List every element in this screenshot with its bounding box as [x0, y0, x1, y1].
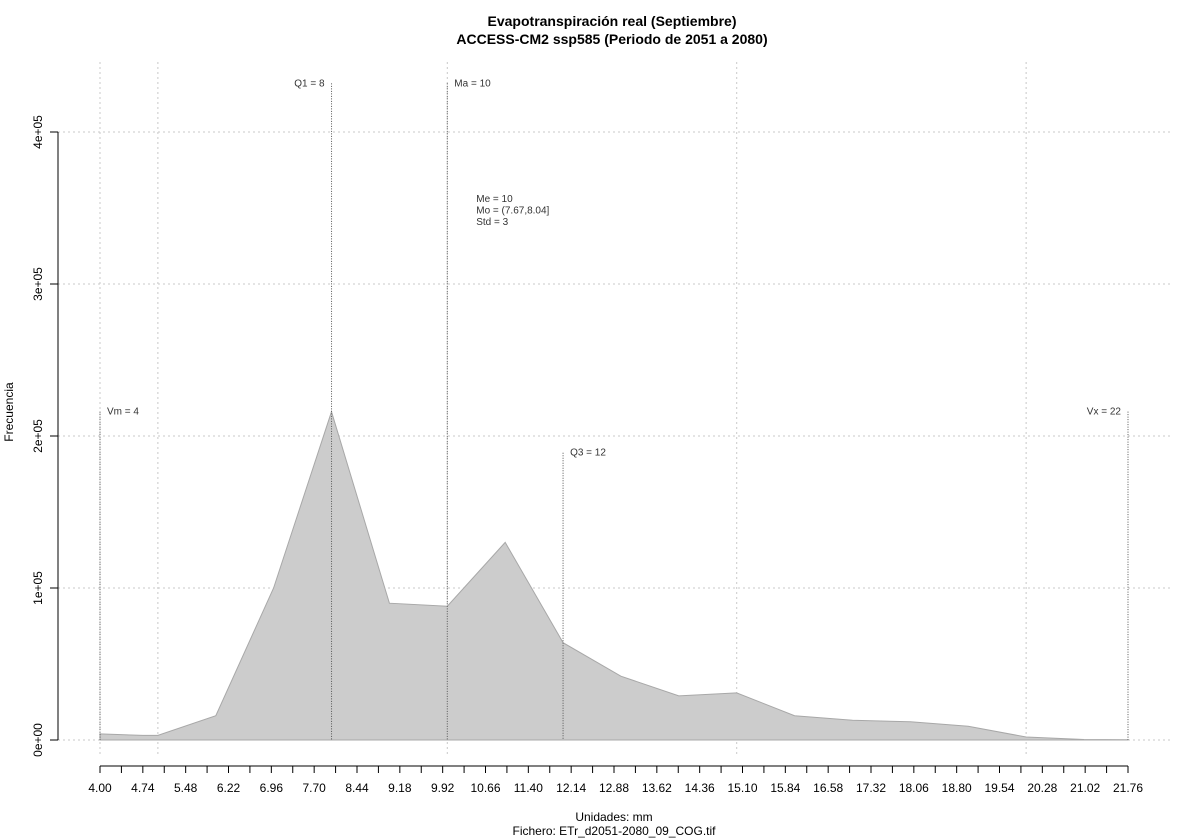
marker-label: Q1 = 8	[294, 78, 325, 89]
x-tick-label: 7.70	[302, 781, 326, 795]
x-tick-label: 20.28	[1027, 781, 1057, 795]
x-tick-label: 11.40	[514, 781, 543, 795]
marker-label: Vx = 22	[1087, 407, 1122, 418]
area-series	[99, 410, 1129, 741]
marker-label: Ma = 10	[454, 78, 491, 89]
x-tick-label: 8.44	[345, 781, 369, 795]
y-tick-label: 2e+05	[31, 419, 45, 453]
x-axis: 4.00 4.74 5.48 6.22 6.96 7.70 8.44 9.18 9.92 10.6…	[88, 765, 1143, 795]
source-label: Fichero: ETr_d2051-2080_09_COG.tif	[513, 824, 717, 838]
x-tick-label: 18.80	[942, 781, 972, 795]
y-tick-label: 0e+00	[31, 723, 45, 757]
x-tick-label: 14.36	[685, 781, 715, 795]
x-tick-label: 10.66	[470, 781, 500, 795]
marker-label: Q3 = 12	[570, 448, 606, 459]
x-tick-label: 15.84	[770, 781, 800, 795]
y-tick-label: 1e+05	[31, 571, 45, 605]
x-tick-label: 21.02	[1070, 781, 1100, 795]
x-tick-label: 18.06	[899, 781, 929, 795]
y-tick-label: 4e+05	[31, 115, 45, 149]
chart-title: Evapotranspiración real (Septiembre)	[488, 13, 737, 29]
y-tick-label: 3e+05	[31, 267, 45, 301]
x-tick-label: 6.96	[260, 781, 284, 795]
x-tick-label: 5.48	[174, 781, 198, 795]
stats-line: Std = 3	[476, 217, 508, 228]
x-tick-label: 15.10	[727, 781, 757, 795]
x-tick-label: 13.62	[642, 781, 672, 795]
stats-line: Mo = (7.67,8.04]	[476, 205, 549, 216]
y-axis: 0e+00 1e+05 2e+05 3e+05 4e+05	[31, 115, 59, 757]
chart-subtitle: ACCESS-CM2 ssp585 (Periodo de 2051 a 208…	[456, 31, 767, 47]
x-tick-label: 12.14	[556, 781, 586, 795]
x-tick-label: 4.74	[131, 781, 155, 795]
marker-label: Vm = 4	[107, 407, 139, 418]
x-tick-label: 19.54	[984, 781, 1014, 795]
grid-lines	[58, 62, 1170, 756]
x-tick-label: 21.76	[1113, 781, 1143, 795]
x-tick-label: 6.22	[217, 781, 241, 795]
stat-markers: Vm = 4 Q1 = 8 Ma = 10 Q3 = 12 Vx = 22	[99, 78, 1129, 740]
x-tick-label: 9.92	[431, 781, 455, 795]
frequency-area	[99, 410, 1129, 741]
x-tick-label: 17.32	[856, 781, 886, 795]
y-axis-label: Frecuencia	[2, 382, 16, 442]
x-axis-label: Unidades: mm	[575, 810, 652, 824]
x-tick-label: 4.00	[88, 781, 112, 795]
x-tick-label: 16.58	[813, 781, 843, 795]
x-tick-label: 9.18	[388, 781, 412, 795]
stats-line: Me = 10	[476, 194, 513, 205]
x-tick-label: 12.88	[599, 781, 629, 795]
